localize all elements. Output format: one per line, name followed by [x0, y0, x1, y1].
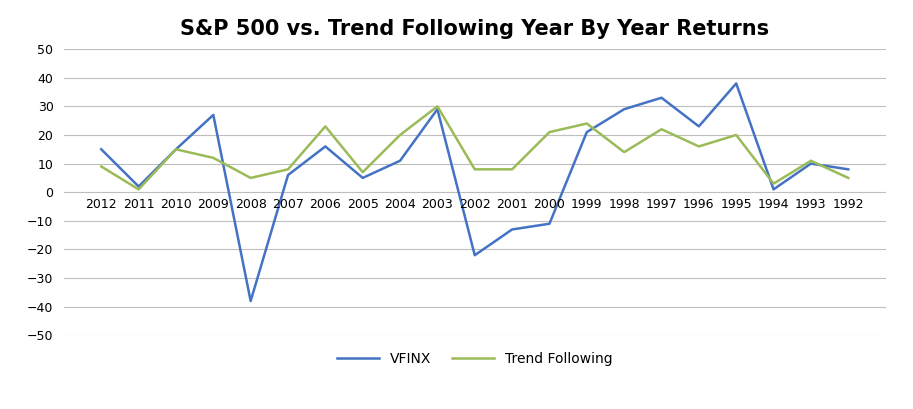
VFINX	[582, 130, 593, 135]
Text: 2000: 2000	[533, 198, 565, 211]
Text: 1997: 1997	[645, 198, 677, 211]
Text: 2002: 2002	[459, 198, 490, 211]
Line: VFINX: VFINX	[101, 83, 848, 301]
Trend Following	[843, 175, 854, 180]
Trend Following	[357, 170, 368, 175]
VFINX	[357, 175, 368, 180]
VFINX	[656, 95, 667, 100]
VFINX	[208, 112, 219, 117]
Trend Following	[507, 167, 518, 172]
VFINX	[133, 184, 144, 189]
Text: 2009: 2009	[197, 198, 229, 211]
Title: S&P 500 vs. Trend Following Year By Year Returns: S&P 500 vs. Trend Following Year By Year…	[180, 19, 770, 39]
Trend Following	[730, 133, 741, 137]
Text: 2010: 2010	[160, 198, 192, 211]
Trend Following	[693, 144, 704, 149]
VFINX	[96, 147, 107, 152]
Text: 1994: 1994	[758, 198, 790, 211]
VFINX	[432, 107, 443, 112]
VFINX	[507, 227, 518, 232]
Legend: VFINX, Trend Following: VFINX, Trend Following	[331, 346, 618, 371]
Trend Following	[320, 124, 331, 129]
Text: 2001: 2001	[497, 198, 528, 211]
VFINX	[730, 81, 741, 86]
Trend Following	[805, 158, 816, 163]
VFINX	[619, 107, 630, 112]
Line: Trend Following: Trend Following	[101, 106, 848, 189]
Text: 1993: 1993	[795, 198, 826, 211]
VFINX	[394, 158, 405, 163]
VFINX	[805, 161, 816, 166]
Text: 2008: 2008	[235, 198, 267, 211]
VFINX	[282, 173, 293, 178]
Trend Following	[133, 187, 144, 192]
Text: 2011: 2011	[122, 198, 154, 211]
Trend Following	[282, 167, 293, 172]
Trend Following	[208, 155, 219, 160]
Trend Following	[544, 130, 555, 135]
Trend Following	[469, 167, 480, 172]
Trend Following	[394, 133, 405, 137]
VFINX	[171, 147, 182, 152]
VFINX	[768, 187, 779, 192]
Text: 1996: 1996	[683, 198, 715, 211]
Trend Following	[432, 104, 443, 109]
VFINX	[320, 144, 331, 149]
VFINX	[843, 167, 854, 172]
Text: 1995: 1995	[720, 198, 752, 211]
Text: 2012: 2012	[86, 198, 117, 211]
Text: 1998: 1998	[608, 198, 640, 211]
Text: 2003: 2003	[422, 198, 453, 211]
VFINX	[246, 299, 257, 303]
VFINX	[469, 253, 480, 258]
Text: 2004: 2004	[384, 198, 416, 211]
Text: 2005: 2005	[347, 198, 379, 211]
VFINX	[544, 221, 555, 226]
Text: 1992: 1992	[833, 198, 864, 211]
Trend Following	[96, 164, 107, 169]
Text: 2007: 2007	[272, 198, 304, 211]
Trend Following	[619, 150, 630, 155]
Trend Following	[246, 175, 257, 180]
VFINX	[693, 124, 704, 129]
Text: 2006: 2006	[310, 198, 341, 211]
Text: 1999: 1999	[571, 198, 603, 211]
Trend Following	[171, 147, 182, 152]
Trend Following	[656, 127, 667, 132]
Trend Following	[768, 181, 779, 186]
Trend Following	[582, 121, 593, 126]
